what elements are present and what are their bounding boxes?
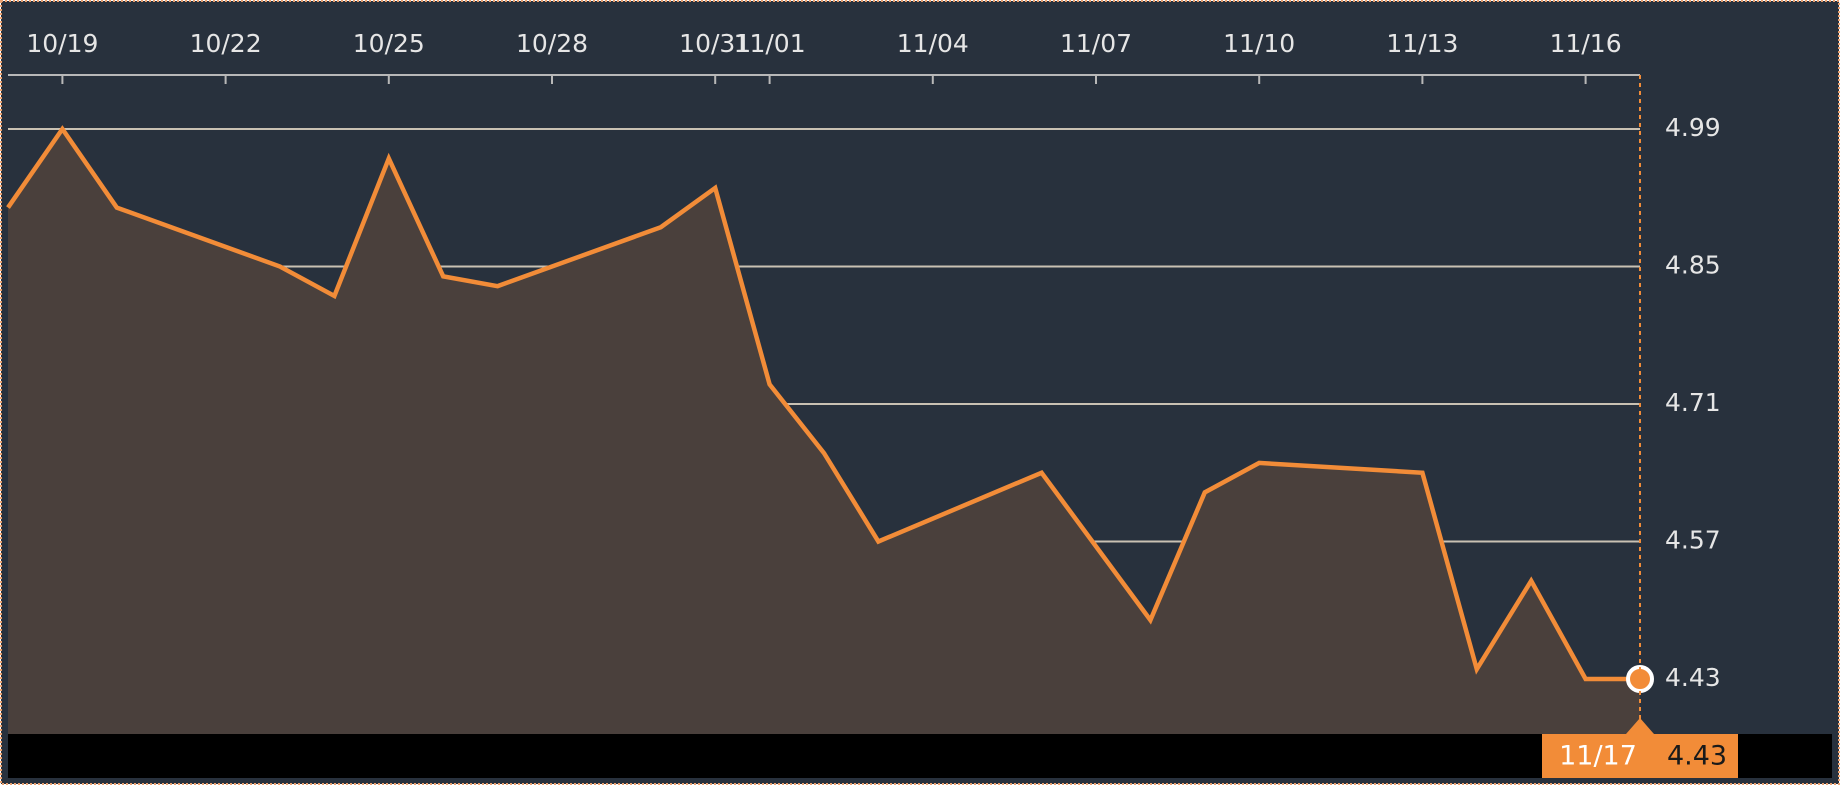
line — [6, 125, 1640, 682]
tooltip-box — [1542, 734, 1738, 778]
x-tick-label: 10/22 — [190, 29, 262, 58]
x-tick-label: 10/31 — [679, 29, 751, 58]
x-tick-label: 10/25 — [353, 29, 425, 58]
bottom-bar — [8, 734, 1832, 778]
x-tick-label: 11/04 — [897, 29, 969, 58]
x-tick-label: 11/07 — [1060, 29, 1132, 58]
x-tick-label: 11/01 — [734, 29, 806, 58]
x-tick-label: 10/19 — [26, 29, 98, 58]
x-tick-label: 11/16 — [1550, 29, 1622, 58]
y-tick-label: 4.99 — [1665, 113, 1721, 142]
tooltip-date: 11/17 — [1559, 741, 1637, 772]
x-tick-label: 11/13 — [1386, 29, 1458, 58]
area — [8, 129, 1640, 735]
y-tick-label: 4.43 — [1665, 663, 1721, 692]
x-tick-label: 11/10 — [1223, 29, 1295, 58]
tooltip-value: 4.43 — [1667, 741, 1727, 772]
y-tick-label: 4.85 — [1665, 251, 1721, 280]
x-tick-label: 10/28 — [516, 29, 588, 58]
y-tick-label: 4.57 — [1665, 526, 1721, 555]
tooltip-pointer — [1626, 718, 1654, 734]
y-tick-label: 4.71 — [1665, 388, 1721, 417]
axes: 4.43 4.57 4.71 4.85 4.99 10/19 10/22 10/25 10/28… — [8, 29, 1738, 778]
